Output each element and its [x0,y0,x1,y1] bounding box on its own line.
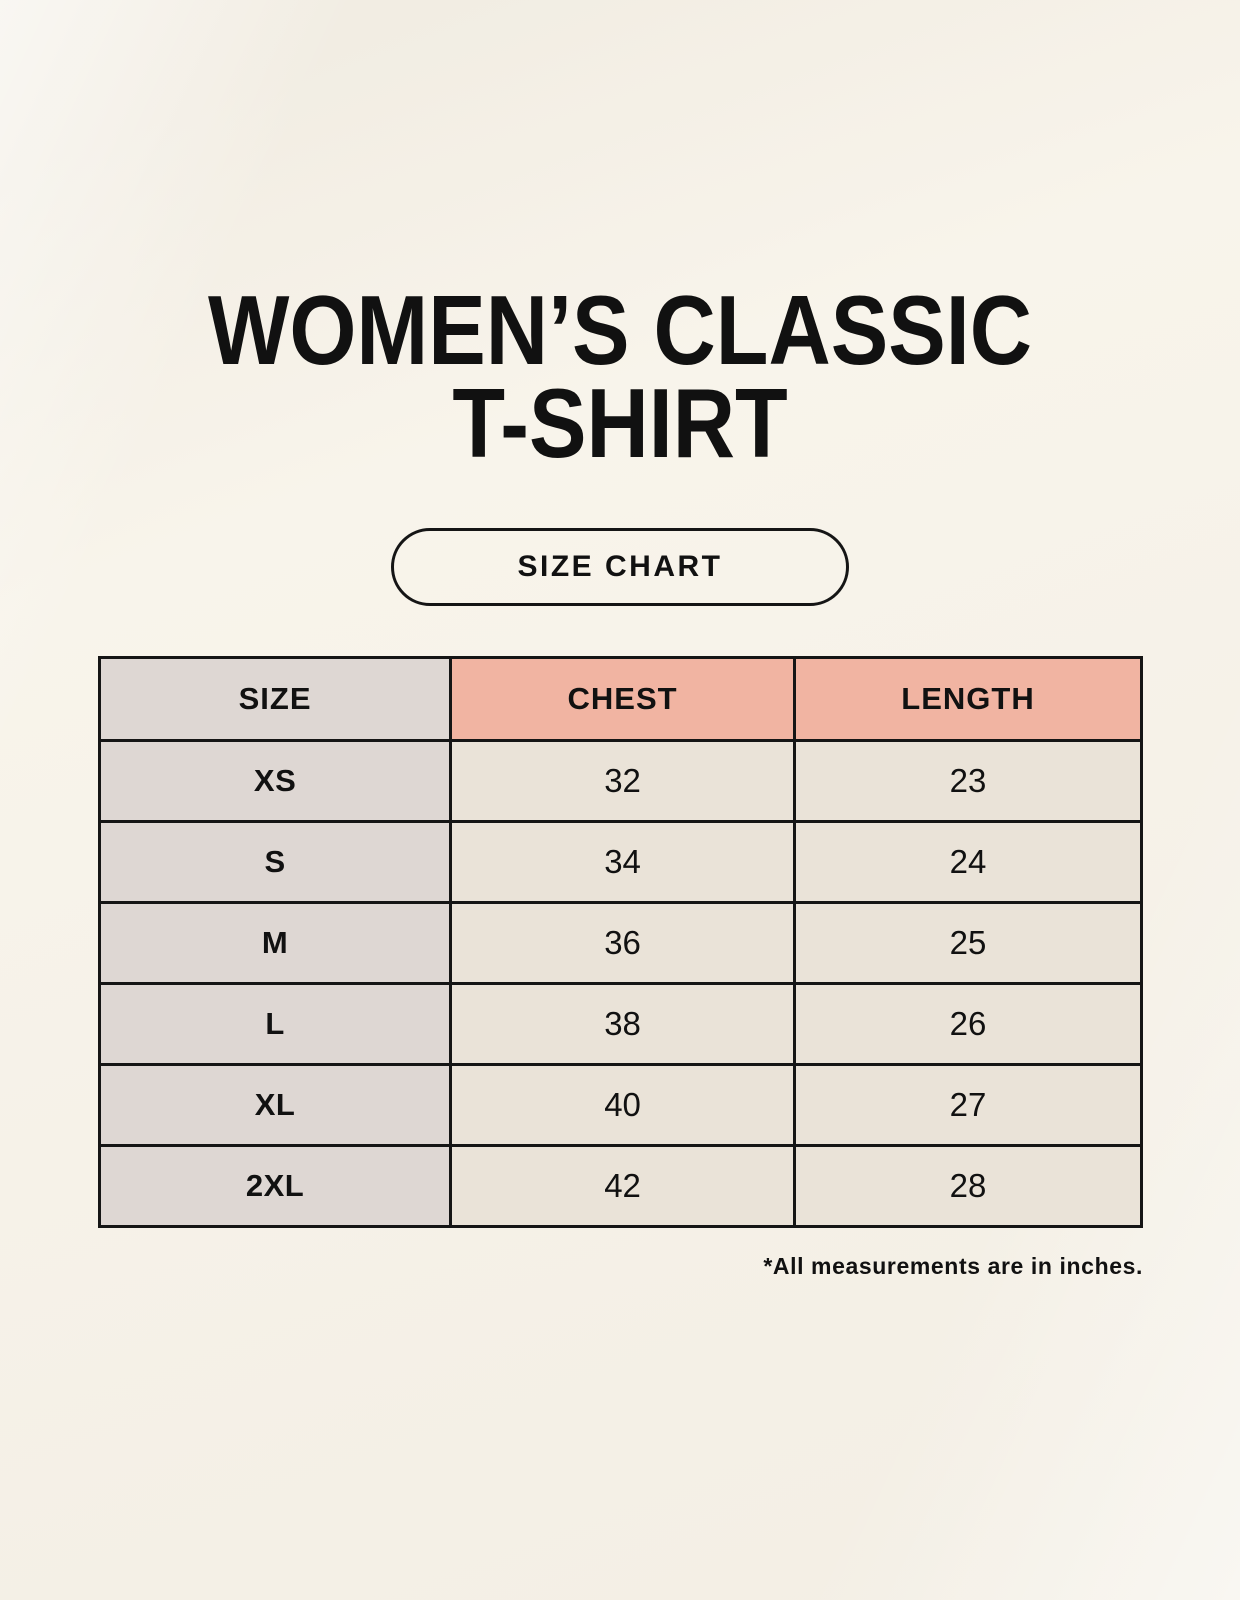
table-row: 2XL 42 28 [97,1144,1143,1228]
measurements-footnote: *All measurements are in inches. [763,1253,1143,1279]
size-chart-table: SIZE CHEST LENGTH XS 32 23 S 34 24 M 36 … [97,656,1143,1228]
size-cell: 2XL [97,1144,453,1228]
table-row: L 38 26 [97,982,1143,1066]
product-title-line-2: T-SHIRT [452,368,788,479]
length-cell: 26 [793,982,1143,1066]
header-cell-length: LENGTH [793,656,1143,742]
header-row: SIZE CHEST LENGTH [97,656,1143,742]
length-cell: 28 [793,1144,1143,1228]
chest-cell: 34 [449,820,796,904]
size-cell: XS [97,739,453,823]
size-cell: XL [97,1063,453,1147]
chest-cell: 42 [449,1144,796,1228]
size-cell: L [97,982,453,1066]
product-title: WOMEN’S CLASSIC T-SHIRT [74,275,1165,479]
table-row: XL 40 27 [97,1063,1143,1147]
chest-cell: 40 [449,1063,796,1147]
size-chart-button[interactable]: SIZE CHART [391,528,849,606]
product-title-line-1: WOMEN’S CLASSIC [207,275,1033,385]
size-cell: M [97,901,453,985]
length-cell: 27 [793,1063,1143,1147]
header-cell-chest: CHEST [449,656,796,742]
length-cell: 25 [793,901,1143,985]
size-cell: S [97,820,453,904]
size-chart-button-label: SIZE CHART [517,550,723,583]
table-row: M 36 25 [97,901,1143,985]
table-row: S 34 24 [97,820,1143,904]
length-cell: 24 [793,820,1143,904]
length-cell: 23 [793,739,1143,823]
table-row: XS 32 23 [97,739,1143,823]
chest-cell: 32 [449,739,796,823]
header-cell-size: SIZE [97,656,453,742]
chest-cell: 38 [449,982,796,1066]
chest-cell: 36 [449,901,796,985]
